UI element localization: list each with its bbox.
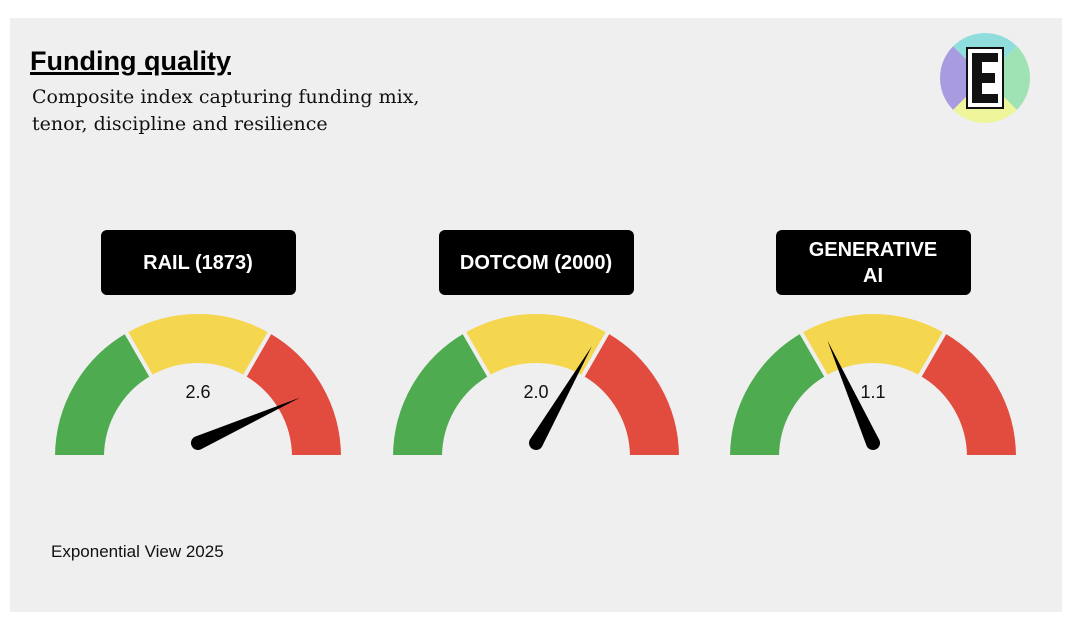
needle [529, 346, 592, 451]
needle [191, 397, 301, 451]
gauge-label: RAIL (1873) [100, 230, 296, 295]
logo [940, 33, 1030, 123]
gauge-band [916, 328, 1021, 459]
gauge-title: RAIL (1873) [143, 251, 253, 274]
gauge-label: GENERATIVE AI [775, 230, 971, 295]
source: Exponential View 2025 [51, 542, 224, 561]
gauge-band [241, 328, 346, 459]
value-label: 2.0 [523, 382, 548, 402]
subtitle: Composite index capturing funding mix, t… [32, 86, 420, 135]
value-label: 1.1 [860, 382, 885, 402]
title: Funding quality [30, 46, 231, 76]
gauge-label: DOTCOM (2000) [438, 230, 634, 295]
needle [827, 340, 881, 451]
value-label: 2.6 [185, 382, 210, 402]
gauge-title: GENERATIVE AI [808, 238, 938, 287]
gauge-title: DOTCOM (2000) [459, 251, 613, 274]
gauge-band [579, 328, 684, 459]
